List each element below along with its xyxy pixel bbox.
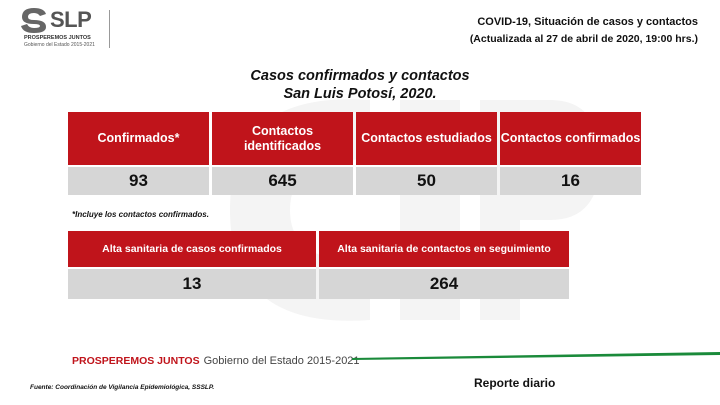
- watermark-logo: [230, 99, 600, 321]
- footer-green-stripe: [352, 352, 720, 360]
- footer-brand: PROSPEREMOS JUNTOS Gobierno del Estado 20…: [72, 355, 360, 367]
- header-contactos-confirmados: Contactos confirmados: [500, 112, 641, 165]
- value-contactos-identificados: 645: [212, 165, 353, 195]
- page-title: Casos confirmados y contactos: [250, 68, 470, 84]
- summary-table: Confirmados* Contactos identificados Con…: [65, 112, 644, 195]
- footer-slogan: PROSPEREMOS JUNTOS: [72, 355, 200, 367]
- header-contactos-identificados: Contactos identificados: [212, 112, 353, 165]
- header-alta-contactos: Alta sanitaria de contactos en seguimien…: [319, 231, 569, 267]
- logo-divider: [109, 10, 110, 48]
- report-title: COVID-19, Situación de casos y contactos: [477, 16, 698, 28]
- alta-value-row: 13 264: [68, 267, 569, 299]
- summary-header-row: Confirmados* Contactos identificados Con…: [68, 112, 641, 165]
- source-note: Fuente: Coordinación de Vigilancia Epide…: [30, 384, 215, 391]
- report-updated: (Actualizada al 27 de abril de 2020, 19:…: [469, 33, 698, 45]
- logo-wordmark: SLP: [50, 7, 92, 32]
- alta-header-row: Alta sanitaria de casos confirmados Alta…: [68, 231, 569, 267]
- footnote: *Incluye los contactos confirmados.: [72, 210, 209, 219]
- header-confirmados: Confirmados*: [68, 112, 209, 165]
- header-alta-casos: Alta sanitaria de casos confirmados: [68, 231, 316, 267]
- value-contactos-estudiados: 50: [356, 165, 497, 195]
- footer-government: Gobierno del Estado 2015-2021: [203, 355, 360, 367]
- value-contactos-confirmados: 16: [500, 165, 641, 195]
- slp-emblem-icon: [21, 8, 46, 33]
- header-contactos-estudiados: Contactos estudiados: [356, 112, 497, 165]
- logo-slogan: PROSPEREMOS JUNTOS: [24, 35, 91, 41]
- slp-logo: SLP PROSPEREMOS JUNTOS Gobierno del Esta…: [18, 6, 110, 50]
- value-alta-contactos: 264: [319, 267, 569, 299]
- page-subtitle: San Luis Potosí, 2020.: [283, 86, 437, 102]
- alta-table: Alta sanitaria de casos confirmados Alta…: [65, 231, 572, 299]
- value-alta-casos: 13: [68, 267, 316, 299]
- report-type: Reporte diario: [474, 376, 556, 390]
- summary-value-row: 93 645 50 16: [68, 165, 641, 195]
- value-confirmados: 93: [68, 165, 209, 195]
- logo-government: Gobierno del Estado 2015-2021: [24, 42, 95, 48]
